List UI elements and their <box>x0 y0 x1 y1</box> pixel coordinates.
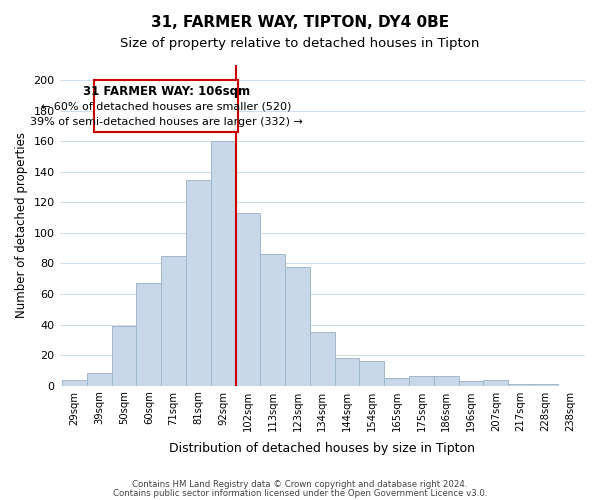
Bar <box>161 256 186 386</box>
Text: Contains public sector information licensed under the Open Government Licence v3: Contains public sector information licen… <box>113 488 487 498</box>
Bar <box>236 213 260 386</box>
Bar <box>310 332 335 386</box>
Bar <box>136 284 161 386</box>
Bar <box>508 384 533 386</box>
Bar <box>409 376 434 386</box>
X-axis label: Distribution of detached houses by size in Tipton: Distribution of detached houses by size … <box>169 442 475 455</box>
Bar <box>285 266 310 386</box>
Bar <box>260 254 285 386</box>
Bar <box>87 374 112 386</box>
Bar <box>335 358 359 386</box>
Text: ← 60% of detached houses are smaller (520): ← 60% of detached houses are smaller (52… <box>41 101 292 111</box>
Bar <box>533 384 558 386</box>
Y-axis label: Number of detached properties: Number of detached properties <box>15 132 28 318</box>
FancyBboxPatch shape <box>94 80 238 132</box>
Bar <box>211 142 236 386</box>
Bar <box>484 380 508 386</box>
Text: 31, FARMER WAY, TIPTON, DY4 0BE: 31, FARMER WAY, TIPTON, DY4 0BE <box>151 15 449 30</box>
Text: 39% of semi-detached houses are larger (332) →: 39% of semi-detached houses are larger (… <box>29 116 302 126</box>
Bar <box>458 381 484 386</box>
Bar <box>62 380 87 386</box>
Bar <box>112 326 136 386</box>
Text: Contains HM Land Registry data © Crown copyright and database right 2024.: Contains HM Land Registry data © Crown c… <box>132 480 468 489</box>
Text: Size of property relative to detached houses in Tipton: Size of property relative to detached ho… <box>121 38 479 51</box>
Text: 31 FARMER WAY: 106sqm: 31 FARMER WAY: 106sqm <box>83 86 250 98</box>
Bar <box>384 378 409 386</box>
Bar <box>359 361 384 386</box>
Bar <box>186 180 211 386</box>
Bar <box>434 376 458 386</box>
